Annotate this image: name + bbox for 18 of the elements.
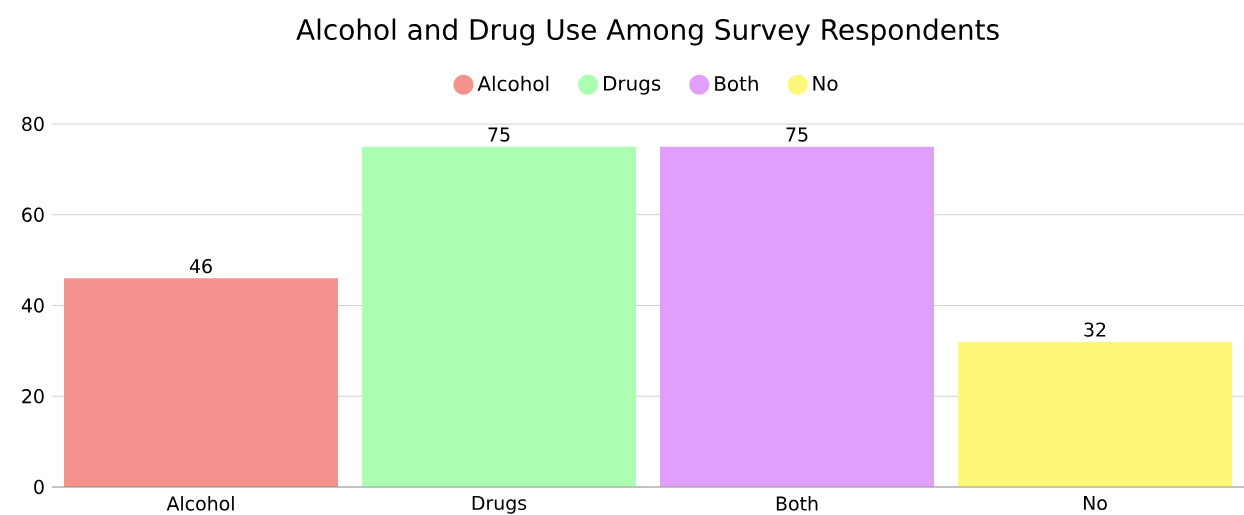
legend-label: Drugs — [604, 76, 661, 95]
x-tick-label: Both — [776, 496, 818, 511]
data-label: 75 — [488, 127, 510, 142]
x-tick-label: Drugs — [472, 496, 527, 514]
data-label: 46 — [189, 258, 212, 274]
y-tick-label: 20 — [22, 389, 44, 404]
x-tick-label: No — [1083, 496, 1107, 511]
y-tick-label: 40 — [21, 298, 44, 313]
legend-label: No — [813, 76, 838, 91]
data-label: 75 — [786, 127, 808, 142]
data-label: 32 — [1084, 322, 1106, 337]
x-tick-label: Alcohol — [166, 496, 234, 511]
chart-title: Alcohol and Drug Use Among Survey Respondents — [296, 18, 999, 46]
legend-label: Both — [715, 75, 758, 92]
y-tick-label: 60 — [22, 207, 44, 222]
legend-label: Alcohol — [477, 75, 549, 92]
y-tick-label: 0 — [34, 479, 44, 495]
y-tick-label: 80 — [22, 116, 44, 132]
